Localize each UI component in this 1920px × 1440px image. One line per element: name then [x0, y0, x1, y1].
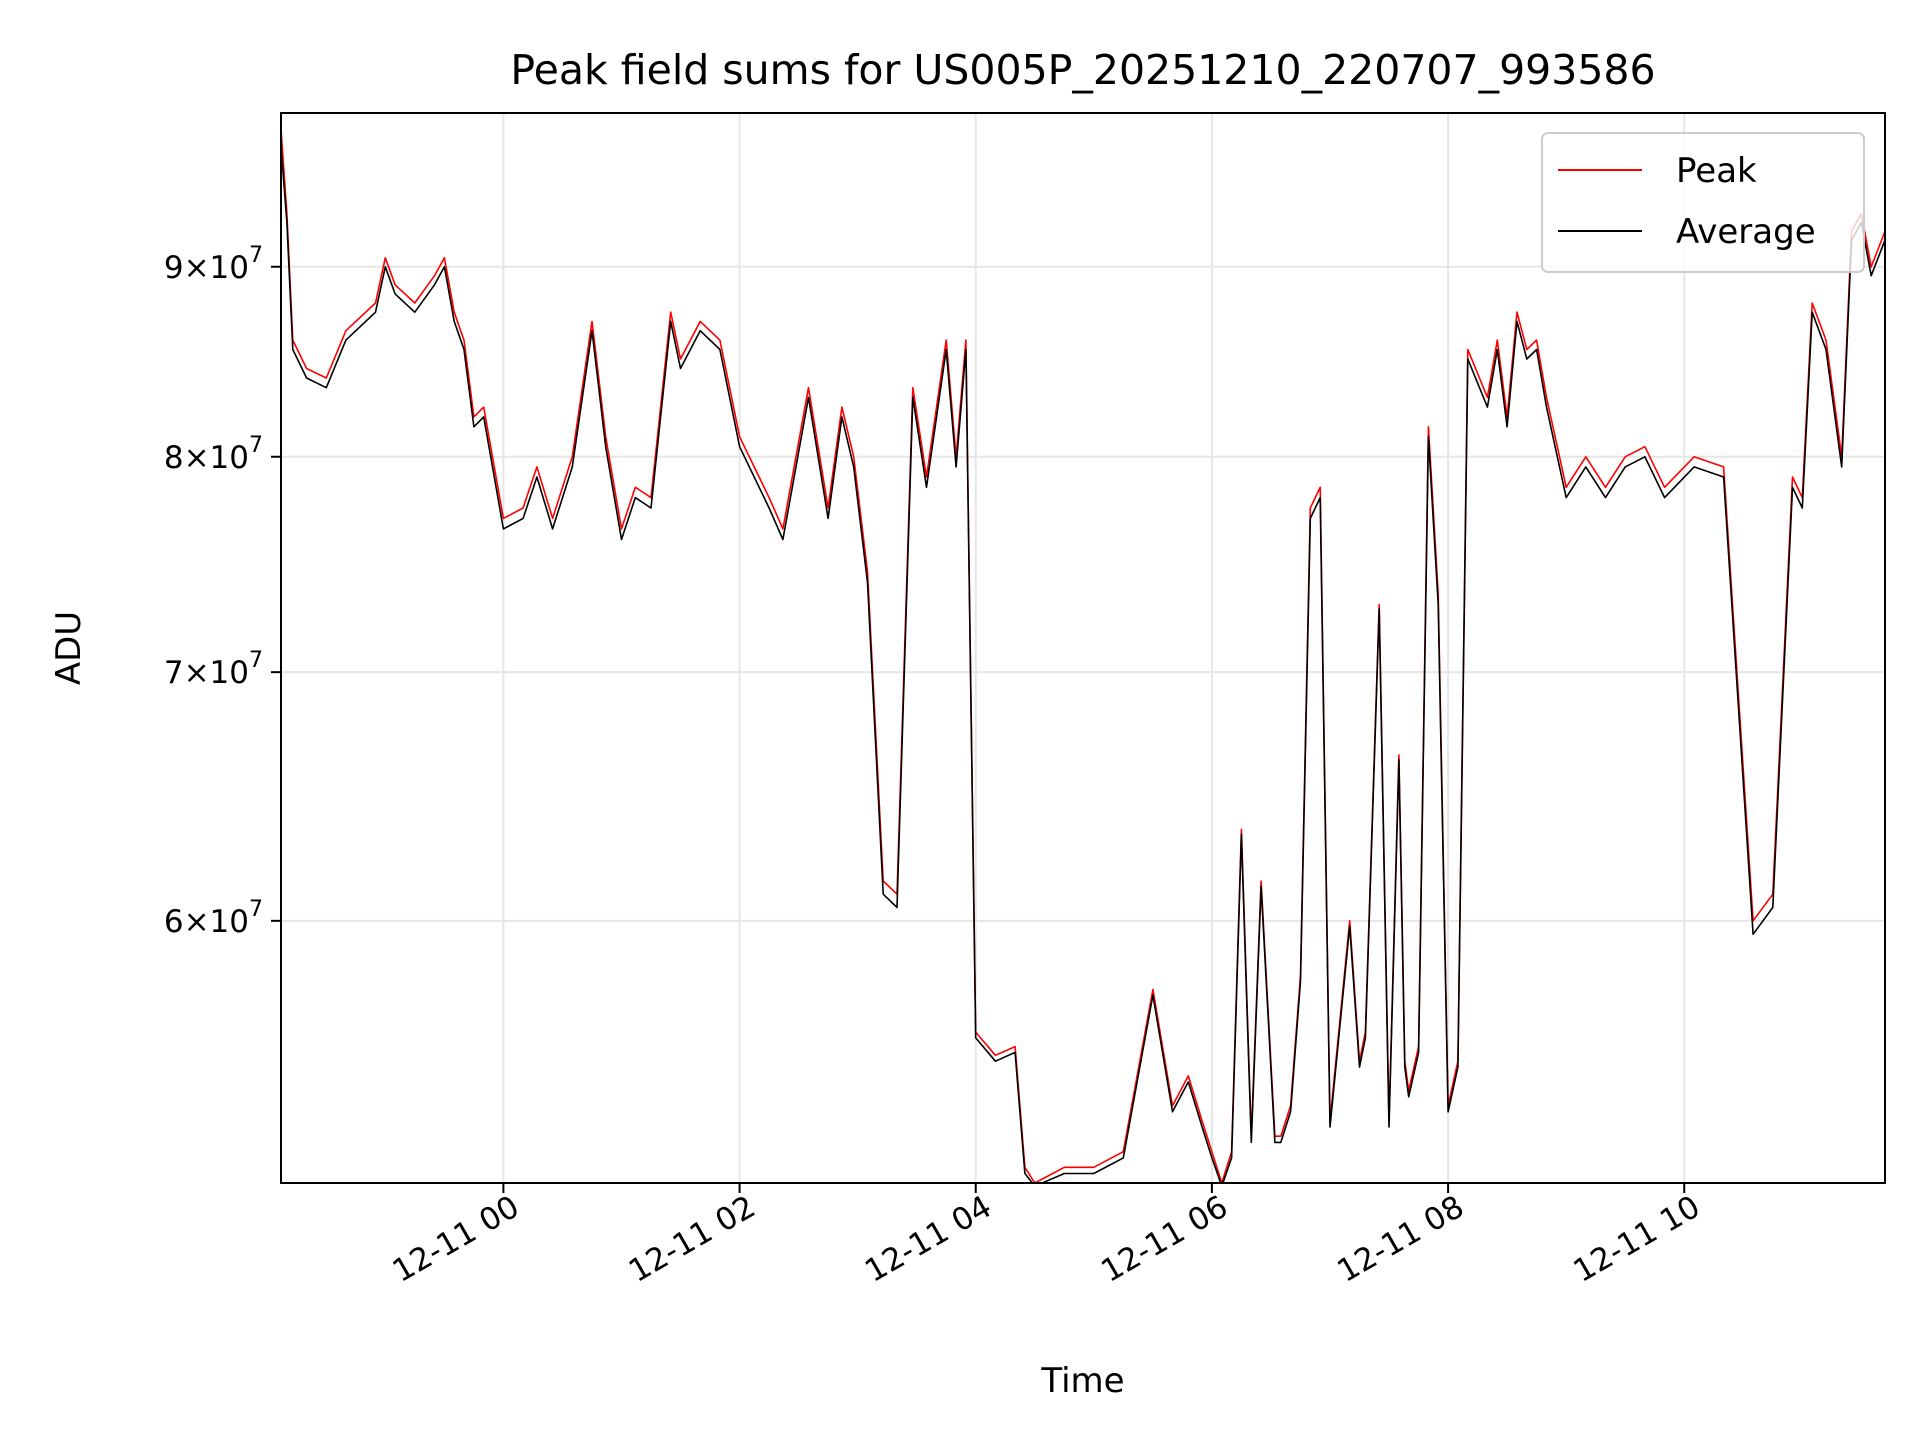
y-tick-exponent: 7	[249, 243, 263, 268]
legend: Peak Average	[1541, 132, 1865, 273]
y-tick-exponent: 7	[249, 648, 263, 673]
y-tick-times: ×	[184, 250, 210, 286]
chart-title: Peak field sums for US005P_20251210_2207…	[510, 46, 1655, 94]
y-tick-base: 10	[210, 655, 249, 691]
y-axis-label: ADU	[49, 611, 89, 685]
y-tick-mantissa: 6	[164, 904, 184, 940]
y-tick-base: 10	[210, 904, 249, 940]
y-tick-label: 6×107	[164, 897, 263, 940]
x-axis-label: Time	[1040, 1361, 1124, 1401]
y-tick-label: 8×107	[164, 433, 263, 476]
y-tick-label: 9×107	[164, 243, 263, 286]
legend-label-average: Average	[1676, 212, 1816, 252]
y-tick-label: 7×107	[164, 648, 263, 691]
y-tick-times: ×	[184, 904, 210, 940]
y-tick-times: ×	[184, 655, 210, 691]
plot-frame	[280, 112, 1886, 1184]
y-tick-base: 10	[210, 440, 249, 476]
y-tick-mantissa: 7	[164, 655, 184, 691]
series-line-average	[281, 145, 1885, 1183]
y-tick-mantissa: 8	[164, 440, 184, 476]
y-tick-exponent: 7	[249, 897, 263, 922]
y-tick-base: 10	[210, 250, 249, 286]
series-line-peak	[281, 129, 1885, 1183]
legend-box	[1541, 132, 1865, 273]
y-tick-exponent: 7	[249, 433, 263, 458]
y-tick-mantissa: 9	[164, 250, 184, 286]
legend-label-peak: Peak	[1676, 151, 1757, 191]
series-layer	[281, 129, 1885, 1183]
y-tick-times: ×	[184, 440, 210, 476]
